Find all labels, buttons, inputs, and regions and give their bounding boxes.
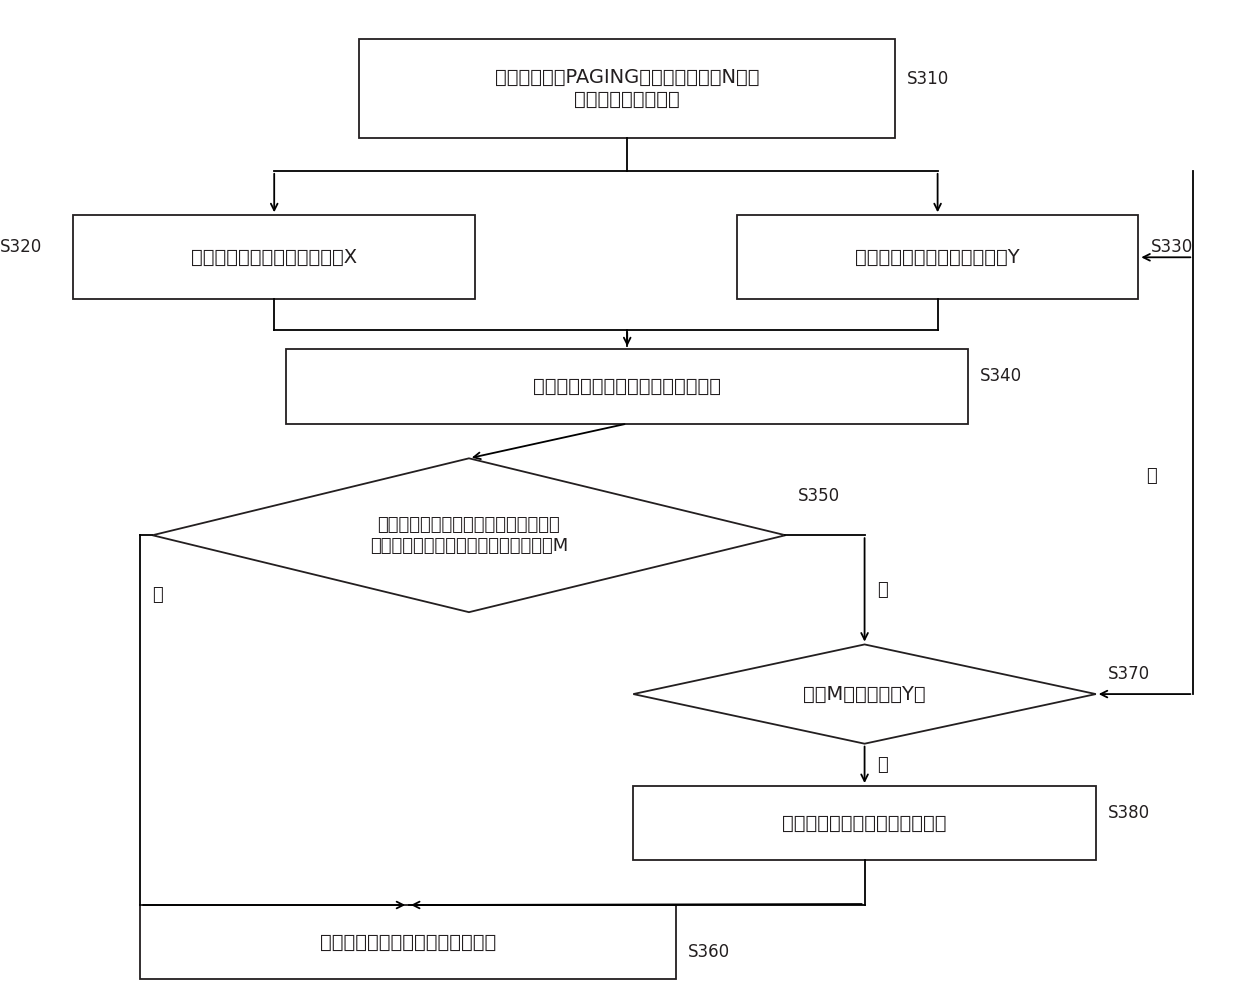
Bar — [140, 905, 676, 979]
Polygon shape — [153, 458, 785, 613]
Text: 移动终端将收到的信号发给重选小区: 移动终端将收到的信号发给重选小区 — [533, 376, 722, 395]
Text: 移动终端测量重选小区的信号X: 移动终端测量重选小区的信号X — [191, 248, 357, 267]
Text: S330: S330 — [1151, 238, 1193, 256]
Bar — [360, 39, 895, 138]
Text: S320: S320 — [0, 238, 42, 256]
Text: 移动终端测量当前小区的信号Y: 移动终端测量当前小区的信号Y — [856, 248, 1021, 267]
Bar — [737, 215, 1138, 299]
Text: 判断M值是否大于Y值: 判断M值是否大于Y值 — [804, 685, 926, 704]
Text: 直接指示该移动终端进行小区重选: 直接指示该移动终端进行小区重选 — [320, 933, 496, 952]
Bar — [73, 215, 475, 299]
Text: S360: S360 — [688, 943, 730, 961]
Text: S370: S370 — [1109, 666, 1151, 684]
Text: 是: 是 — [877, 756, 888, 774]
Text: 否: 否 — [877, 581, 888, 599]
Text: S340: S340 — [980, 367, 1022, 385]
Bar — [634, 786, 1096, 860]
Text: 通过寻呼信令PAGING向在当前小区的N个移
动终端发送重选指令: 通过寻呼信令PAGING向在当前小区的N个移 动终端发送重选指令 — [495, 68, 759, 109]
Text: S310: S310 — [908, 70, 950, 88]
Text: 是: 是 — [153, 586, 164, 604]
Bar — [286, 349, 968, 423]
Text: 重选小区根据接收到的信号判断移动终
端是否满足重选标准，并计算重选参数M: 重选小区根据接收到的信号判断移动终 端是否满足重选标准，并计算重选参数M — [370, 516, 568, 555]
Text: 直接指示移动终端进行小区重选: 直接指示移动终端进行小区重选 — [782, 814, 947, 833]
Text: S350: S350 — [797, 486, 839, 505]
Polygon shape — [634, 645, 1096, 744]
Text: 否: 否 — [1146, 466, 1157, 484]
Text: S380: S380 — [1109, 804, 1151, 822]
